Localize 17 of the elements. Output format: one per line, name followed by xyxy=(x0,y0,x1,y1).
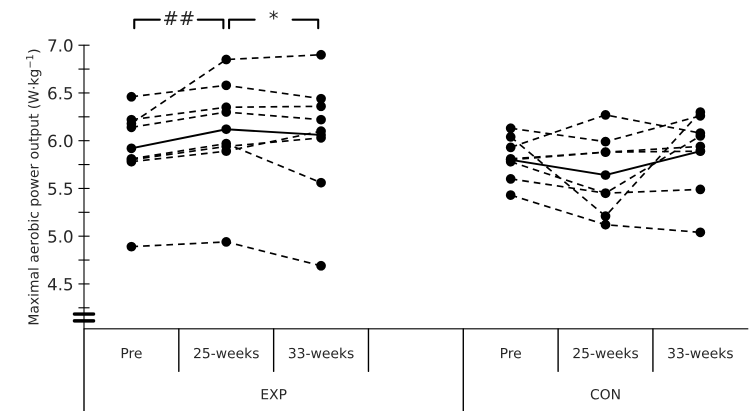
x-tick-label: 25-weeks xyxy=(194,348,259,358)
text: EXP xyxy=(262,389,286,400)
y-tick-label: 4.5 xyxy=(48,278,72,290)
text: ## xyxy=(164,11,194,26)
y-tick-label: 5.0 xyxy=(48,230,72,243)
text: * xyxy=(269,10,278,20)
y-axis-title: Maximal aerobic power output (W·kg$^{−1}$) xyxy=(26,50,42,324)
x-tick-label: Pre xyxy=(122,348,142,358)
text: CON xyxy=(590,388,620,400)
x-tick-label: 33-weeks xyxy=(668,348,733,358)
x-tick-label: 25-weeks xyxy=(573,348,638,358)
x-tick-label: Pre xyxy=(501,348,521,358)
y-tick-label: 6.5 xyxy=(48,86,72,100)
y-tick-label: 7.0 xyxy=(48,39,72,52)
x-tick-label: 33-weeks xyxy=(288,348,354,358)
y-tick-label: 6.0 xyxy=(48,134,72,148)
y-tick-label: 5.5 xyxy=(48,182,72,196)
